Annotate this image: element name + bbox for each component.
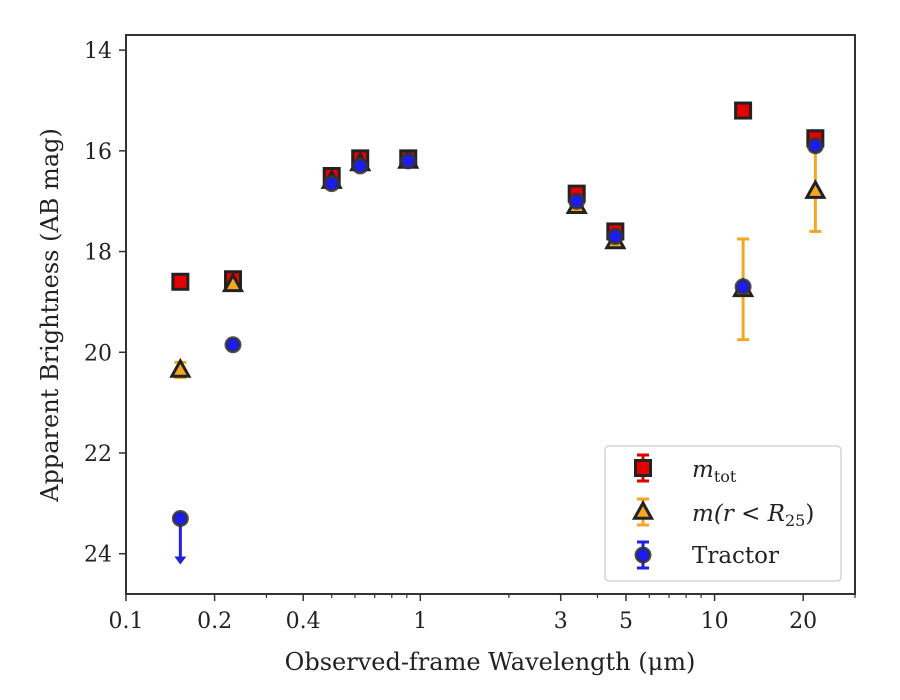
legend-mtot-sub: tot	[714, 467, 737, 486]
legend-mtot-base: m	[692, 457, 714, 483]
y-tick-label-2: 18	[84, 241, 112, 266]
series-2-point-3	[351, 157, 369, 175]
y-tick-label-5: 24	[84, 543, 112, 568]
y-tick-label-1: 16	[84, 140, 112, 165]
x-tick-label-3: 1	[413, 609, 427, 634]
series-0-point-7	[734, 101, 753, 120]
x-tick-label-5: 5	[619, 609, 633, 634]
legend: mtot m(r < R25) Tractor	[604, 445, 842, 582]
series-2-point-0	[171, 509, 189, 527]
y-tick-label-3: 20	[84, 341, 112, 366]
legend-m-r25-prefix: (r < R	[714, 501, 785, 527]
x-tick-label-1: 0.2	[197, 609, 232, 634]
series-1-point-1	[221, 272, 245, 293]
series-2-point-1	[224, 336, 242, 354]
legend-m-r25-base: m	[692, 501, 714, 527]
series-2-point-8	[806, 137, 824, 155]
y-tick-label-4: 22	[84, 442, 112, 467]
plot-frame	[125, 34, 856, 595]
series-1-point-8	[804, 179, 827, 199]
ticks-layer: 0.1 0.2 0.4 1 3 5 10 20 14 16 18 20 22 24	[84, 39, 856, 634]
series-2-point-6	[606, 227, 624, 245]
legend-label-m-r25: m(r < R25)	[692, 501, 814, 530]
legend-marker-2	[634, 546, 652, 564]
series-0	[171, 101, 825, 291]
legend-frame	[604, 445, 842, 582]
x-tick-label-0: 0.1	[109, 609, 144, 634]
legend-marker-1	[631, 499, 655, 520]
legend-m-r25-sub: 25	[785, 511, 805, 530]
series-2-point-7	[734, 278, 752, 296]
series-2-point-4	[399, 152, 417, 170]
y-tick-label-0: 14	[84, 39, 112, 64]
y-axis-label: Apparent Brightness (AB mag)	[36, 128, 64, 503]
x-axis-label: Observed-frame Wavelength (μm)	[285, 648, 696, 676]
legend-label-tractor: Tractor	[692, 543, 779, 569]
series-1	[169, 148, 827, 379]
legend-label-mtot: mtot	[692, 457, 737, 486]
legend-m-r25-suffix: )	[805, 501, 814, 527]
series-2	[171, 137, 824, 565]
series-2-limit-arrow-head-0	[174, 556, 187, 565]
x-tick-label-7: 20	[789, 609, 817, 634]
legend-markers	[631, 453, 655, 570]
x-tick-label-6: 10	[701, 609, 729, 634]
series-2-point-2	[323, 175, 341, 193]
series-layer	[169, 101, 827, 565]
series-0-point-0	[171, 272, 190, 291]
x-tick-label-2: 0.4	[286, 609, 321, 634]
series-1-point-0	[169, 357, 192, 378]
x-tick-label-4: 3	[554, 609, 568, 634]
series-2-point-5	[568, 192, 586, 210]
legend-marker-0	[634, 459, 652, 477]
